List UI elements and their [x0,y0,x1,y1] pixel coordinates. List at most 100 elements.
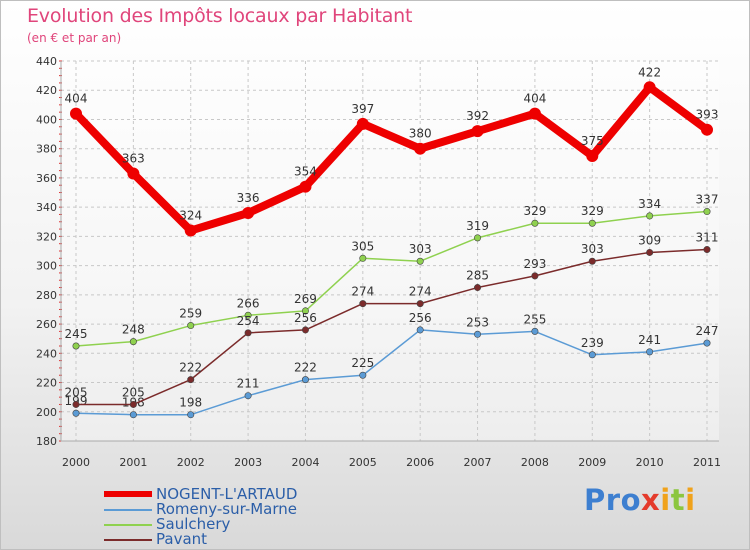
data-point [187,322,195,330]
y-tick-label: 260 [36,318,57,331]
data-point [359,371,367,379]
data-label: 404 [523,92,546,106]
data-label: 254 [237,314,260,328]
data-label: 404 [65,92,88,106]
data-label: 253 [466,315,489,329]
data-label: 222 [294,361,317,375]
data-label: 336 [237,191,260,205]
x-tick-label: 2006 [406,456,434,469]
data-label: 274 [351,285,374,299]
data-label: 225 [351,356,374,370]
data-label: 392 [466,109,489,123]
logo-letter: P [584,483,606,517]
data-label: 285 [466,269,489,283]
data-point [359,300,367,308]
data-label: 422 [638,65,661,79]
series-line-0 [73,83,710,235]
data-point [646,248,654,256]
data-label: 239 [581,336,604,350]
data-label: 319 [466,219,489,233]
data-point [474,234,482,242]
data-point [703,246,711,254]
x-tick-label: 2010 [636,456,664,469]
legend-swatch [104,491,152,497]
data-point [72,342,80,350]
data-label: 329 [581,204,604,218]
x-tick-label: 2001 [119,456,147,469]
legend-label: Pavant [156,530,208,548]
data-label: 363 [122,152,145,166]
data-point [129,411,137,419]
data-point [416,326,424,334]
data-label: 305 [351,239,374,253]
x-tick-label: 2002 [177,456,205,469]
data-label: 256 [409,311,432,325]
data-point [646,348,654,356]
data-label: 311 [696,231,719,245]
data-label: 375 [581,134,604,148]
data-point [414,142,427,155]
data-point [301,376,309,384]
data-label: 211 [237,377,260,391]
x-tick-label: 2008 [521,456,549,469]
x-tick-label: 2000 [62,456,90,469]
data-point [72,400,80,408]
y-tick-label: 240 [36,347,57,360]
data-label: 256 [294,311,317,325]
x-tick-label: 2011 [693,456,721,469]
data-label: 334 [638,197,661,211]
data-point [528,107,541,120]
data-point [127,167,140,180]
x-tick-label: 2003 [234,456,262,469]
y-tick-label: 440 [36,55,57,68]
data-label: 303 [409,242,432,256]
data-point [72,409,80,417]
data-point [474,330,482,338]
chart-title: Evolution des Impôts locaux par Habitant [27,5,413,27]
y-tick-label: 220 [36,377,57,390]
logo-letter: i [685,483,696,517]
data-point [471,125,484,138]
data-point [356,117,369,130]
logo-letter: i [660,483,671,517]
data-point [244,311,252,319]
data-point [588,351,596,359]
series-line-2 [75,210,708,347]
chart-subtitle: (en € et par an) [27,31,122,45]
data-label: 255 [523,312,546,326]
data-point [531,272,539,280]
proxiti-logo: Proxiti [584,483,696,517]
y-tick-label: 380 [36,143,57,156]
data-point [703,208,711,216]
data-point [643,81,656,94]
logo-letter: r [605,483,621,517]
data-label: 205 [65,385,88,399]
data-label: 245 [65,327,88,341]
data-point [301,307,309,315]
data-label: 222 [179,361,202,375]
series-line-1 [75,329,708,416]
data-point [129,400,137,408]
data-point [184,224,197,237]
x-tick-label: 2005 [349,456,377,469]
logo-letter: x [641,483,661,517]
logo-letter: o [620,483,642,517]
data-label: 337 [696,193,719,207]
y-tick-label: 360 [36,172,57,185]
data-point [701,123,713,136]
plot-area [61,61,719,441]
data-point [70,107,82,120]
data-label: 266 [237,296,260,310]
data-label: 247 [696,324,719,338]
logo-letter: t [670,483,686,517]
y-tick-label: 340 [36,201,57,214]
data-label: 205 [122,385,145,399]
legend-label: Saulchery [156,515,231,533]
data-point [703,339,711,347]
data-label: 380 [409,127,432,141]
legend-swatch [104,539,152,541]
data-label: 393 [696,108,719,122]
y-tick-label: 180 [36,435,57,448]
data-point [586,150,599,162]
data-point [242,207,255,219]
